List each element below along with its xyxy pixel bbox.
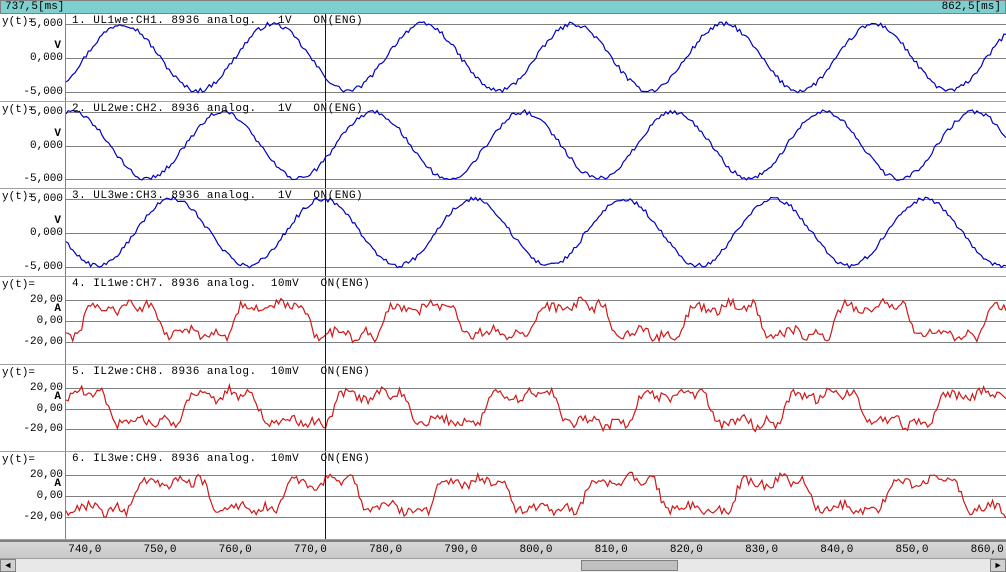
cursor-line[interactable] [325,365,326,452]
cursor-line[interactable] [325,452,326,539]
waveform-svg [66,102,1006,189]
y-tick: -20,00 [23,423,63,435]
plot-ch2[interactable]: 2. UL2we:CH2. 8936 analog. 1V ON(ENG) [66,102,1006,189]
waveform-path [66,385,1006,431]
y-tick: 5,000 [30,18,63,30]
y-axis-ch5: y(t)=A20,000,00-20,00 [0,365,66,452]
y-tick: 20,00 [30,382,63,394]
cursor-line[interactable] [325,14,326,101]
y-axis-ch6: y(t)=A20,000,00-20,00 [0,452,66,539]
channel-row-1[interactable]: y(t)=V5,0000,000-5,0001. UL1we:CH1. 8936… [0,14,1006,102]
y-unit: V [54,128,61,140]
y-tick: -5,000 [23,86,63,98]
x-tick-label: 850,0 [895,544,928,556]
channel-row-4[interactable]: y(t)=A20,000,00-20,004. IL1we:CH7. 8936 … [0,277,1006,365]
waveform-svg [66,14,1006,101]
plot-ch6[interactable]: 6. IL3we:CH9. 8936 analog. 10mV ON(ENG) [66,452,1006,539]
waveform-svg [66,365,1006,452]
cursor-line[interactable] [325,277,326,364]
y-tick: -20,00 [23,336,63,348]
time-cursor-left: 737,5[ms] [5,1,64,13]
y-axis-ch2: y(t)=V5,0000,000-5,000 [0,102,66,189]
x-tick-label: 760,0 [219,544,252,556]
y-tick: -5,000 [23,173,63,185]
channel-row-6[interactable]: y(t)=A20,000,00-20,006. IL3we:CH9. 8936 … [0,452,1006,540]
y-axis-ch1: y(t)=V5,0000,000-5,000 [0,14,66,101]
x-tick-label: 780,0 [369,544,402,556]
waveform-path [66,110,1006,180]
waveform-svg [66,452,1006,539]
waveform-path [66,22,1006,93]
plot-ch1[interactable]: 1. UL1we:CH1. 8936 analog. 1V ON(ENG) [66,14,1006,101]
x-tick-label: 740,0 [68,544,101,556]
y-axis-ch4: y(t)=A20,000,00-20,00 [0,277,66,364]
y-tick: 0,000 [30,140,63,152]
waveform-svg [66,277,1006,364]
waveform-svg [66,189,1006,276]
cursor-line[interactable] [325,189,326,276]
channel-label: 2. UL2we:CH2. 8936 analog. 1V ON(ENG) [72,103,363,115]
y-tick: 5,000 [30,106,63,118]
y-unit: V [54,215,61,227]
y-tick: 20,00 [30,294,63,306]
y-tick: 5,000 [30,193,63,205]
scroll-thumb[interactable] [581,560,678,571]
scroll-right-button[interactable]: ► [990,559,1006,572]
y-unit: V [54,40,61,52]
cursor-line[interactable] [325,102,326,189]
x-tick-label: 810,0 [595,544,628,556]
channel-label: 1. UL1we:CH1. 8936 analog. 1V ON(ENG) [72,15,363,27]
plot-ch4[interactable]: 4. IL1we:CH7. 8936 analog. 10mV ON(ENG) [66,277,1006,364]
oscilloscope-display: 737,5[ms] 862,5[ms] y(t)= V 5,000 0,000 -5,0… [0,0,1006,572]
x-tick-label: 840,0 [820,544,853,556]
y-expression: y(t)= [2,454,35,466]
plot-ch3[interactable]: 3. UL3we:CH3. 8936 analog. 1V ON(ENG) [66,189,1006,276]
plots-area[interactable]: y(t)= V 5,000 0,000 -5,000 1. UL1we:CH1. 8936… [0,14,1006,540]
time-cursor-right: 862,5[ms] [942,1,1001,13]
plot-ch5[interactable]: 5. IL2we:CH8. 8936 analog. 10mV ON(ENG) [66,365,1006,452]
y-expression: y(t)= [2,279,35,291]
time-scrollbar[interactable]: ◄ ► [0,558,1006,572]
x-tick-label: 860,0 [971,544,1004,556]
x-tick-label: 830,0 [745,544,778,556]
y-tick: 20,00 [30,469,63,481]
y-tick: 0,00 [37,315,63,327]
y-expression: y(t)= [2,367,35,379]
x-tick-label: 820,0 [670,544,703,556]
channel-label: 3. UL3we:CH3. 8936 analog. 1V ON(ENG) [72,190,363,202]
x-axis-bar: 740,0 750,0 760,0 770,0 780,0 790,0 800,0 810,0… [0,540,1006,558]
y-tick: 0,00 [37,403,63,415]
y-tick: -20,00 [23,511,63,523]
scroll-track[interactable] [16,559,990,572]
y-tick: 0,00 [37,490,63,502]
y-axis-ch3: y(t)=V5,0000,000-5,000 [0,189,66,276]
x-tick-label: 750,0 [143,544,176,556]
y-tick: 0,000 [30,52,63,64]
x-tick-label: 770,0 [294,544,327,556]
scroll-left-button[interactable]: ◄ [0,559,16,572]
channel-row-2[interactable]: y(t)=V5,0000,000-5,0002. UL2we:CH2. 8936… [0,102,1006,190]
waveform-path [66,197,1006,268]
time-header-bar: 737,5[ms] 862,5[ms] [0,0,1006,14]
x-tick-label: 800,0 [519,544,552,556]
y-tick: 0,000 [30,227,63,239]
waveform-path [66,473,1006,519]
x-tick-label: 790,0 [444,544,477,556]
waveform-path [66,297,1006,342]
channel-row-3[interactable]: y(t)=V5,0000,000-5,0003. UL3we:CH3. 8936… [0,189,1006,277]
y-tick: -5,000 [23,261,63,273]
channel-row-5[interactable]: y(t)=A20,000,00-20,005. IL2we:CH8. 8936 … [0,365,1006,453]
